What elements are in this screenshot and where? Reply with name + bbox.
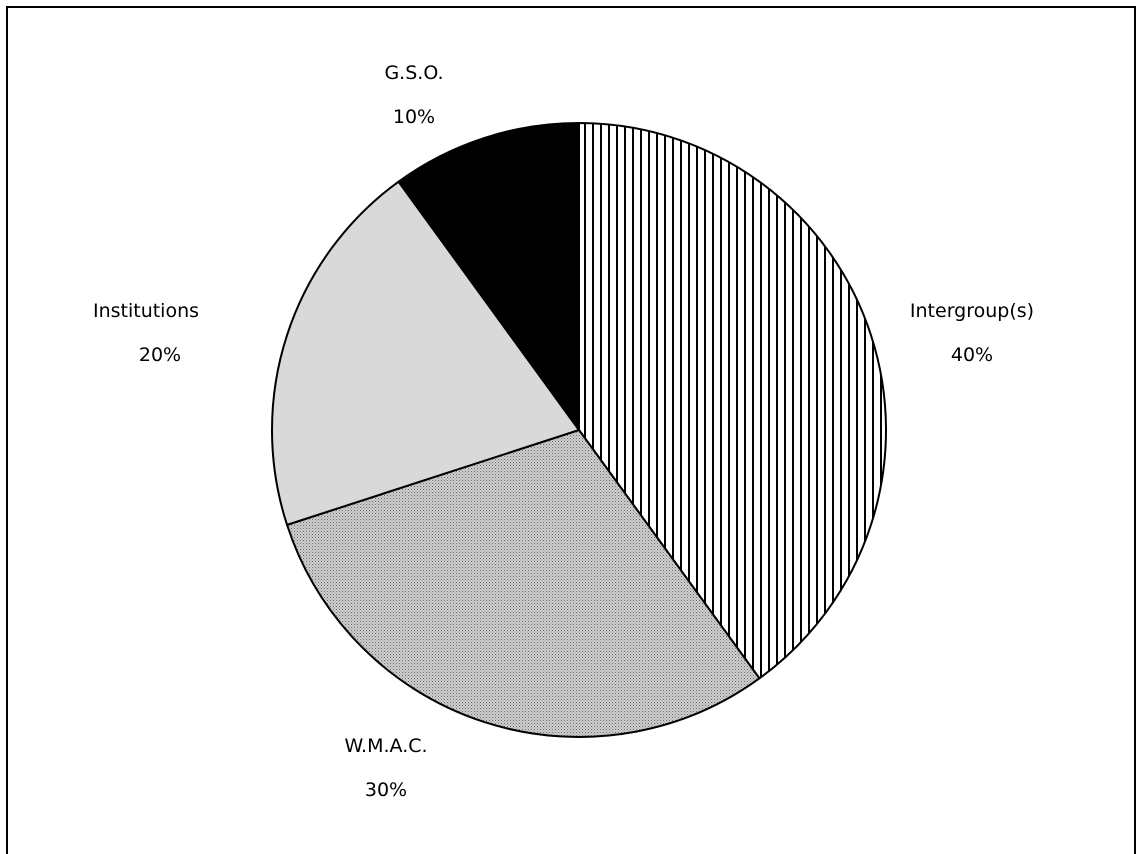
pie-slice-intergroup	[578, 122, 887, 680]
slice-label-intergroup: Intergroup(s)	[910, 300, 1034, 322]
slice-value-intergroup: 40%	[951, 344, 993, 366]
slice-value-wmac: 30%	[365, 779, 407, 801]
slice-label-wmac: W.M.A.C.	[344, 735, 427, 757]
slice-label-institutions: Institutions	[93, 300, 199, 322]
pie-labels: Intergroup(s) 40% W.M.A.C. 30% Instituti…	[93, 62, 1034, 801]
slice-value-institutions: 20%	[139, 344, 181, 366]
pie-slice-institutions	[271, 180, 580, 526]
slice-label-gso: G.S.O.	[384, 62, 443, 84]
pie-slices	[271, 122, 887, 738]
slice-value-gso: 10%	[393, 106, 435, 128]
pie-slice-gso	[397, 122, 580, 431]
pie-slice-wmac	[286, 429, 761, 738]
